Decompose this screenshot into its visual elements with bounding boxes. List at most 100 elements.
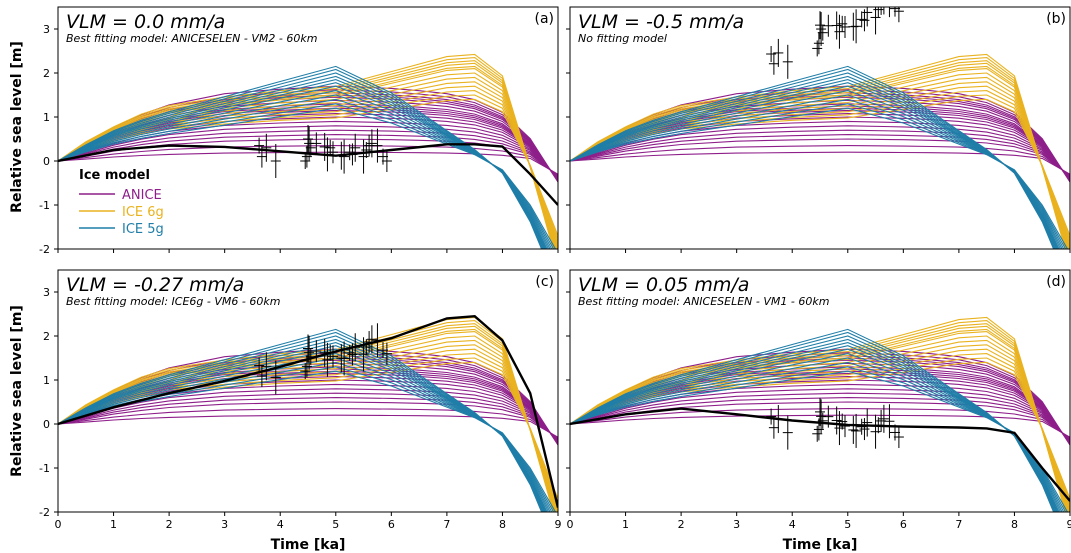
panel-a-frame [57, 6, 559, 250]
model-curve-ice6g-11 [58, 57, 555, 249]
observation-point [848, 415, 859, 444]
observation-point [856, 11, 867, 28]
observation-point [768, 416, 779, 439]
observation-point [311, 340, 322, 363]
panel-c-label: (c) [535, 274, 554, 290]
model-curve-anice-2 [58, 401, 558, 440]
panel-d-subtitle: Best fitting model: ANICESELEN - VM1 - 6… [578, 295, 829, 308]
observation-point [893, 7, 904, 23]
model-curve-anice-4 [58, 392, 558, 441]
panel-a-subtitle: Best fitting model: ANICESELEN - VM2 - 6… [66, 32, 317, 45]
model-curve-anice-3 [570, 397, 1070, 440]
observation-point [859, 9, 870, 32]
panel-a-axes: -2 -1 0 1 2 3 [39, 23, 559, 256]
model-curve-anice-3 [58, 134, 558, 177]
model-curve-ice6g-11 [570, 320, 1067, 512]
observation-point [837, 413, 848, 430]
model-curve-anice-1 [58, 408, 558, 439]
y-tick-label: 2 [43, 330, 50, 343]
observation-point [893, 426, 904, 449]
observation-point [339, 341, 350, 376]
model-curve-ice5g-11 [58, 65, 543, 249]
observation-point [361, 142, 372, 158]
model-curve-anice-0 [58, 414, 558, 438]
model-curve-anice-12 [570, 103, 1070, 181]
model-curve-anice-0 [570, 151, 1070, 175]
observation-point [372, 128, 383, 163]
observation-point [884, 404, 895, 439]
observation-point [782, 44, 793, 79]
model-curve-anice-13 [58, 99, 558, 181]
model-curve-anice-5 [570, 388, 1070, 441]
panel-b-model-curves [570, 53, 1070, 249]
model-curve-anice-4 [58, 129, 558, 178]
panel-a-best-fit [58, 143, 558, 206]
observation-point [851, 413, 862, 448]
x-tick-label: 7 [443, 518, 450, 531]
legend-title: Ice model [79, 168, 150, 183]
observation-point [300, 153, 311, 169]
model-curve-anice-13 [58, 362, 558, 444]
panel-d-best-fit [570, 407, 1070, 502]
observation-point [256, 365, 267, 388]
observation-point [319, 132, 330, 161]
observation-point [358, 139, 369, 174]
x-tick-label: 3 [221, 518, 228, 531]
model-curve-ice6g-10 [58, 60, 555, 249]
observation-point [303, 125, 313, 153]
panel-c: 0 1 2 3 4 5 6 7 8 9 -2 -1 0 1 2 3 VLM = -0.27 mm/a Best… [39, 269, 562, 531]
y-axis-label-top: Relative sea level [m] [9, 41, 25, 213]
panel-a-model-curves [58, 53, 558, 249]
observation-point [311, 132, 322, 155]
y-tick-label: 0 [43, 418, 50, 431]
observation-point [261, 133, 272, 162]
panel-b-vlm-label: VLM = -0.5 mm/a [578, 11, 744, 33]
observation-point [856, 418, 867, 435]
model-curve-anice-1 [570, 408, 1070, 439]
panel-a-observations [254, 125, 392, 178]
observation-point [325, 139, 336, 156]
observation-point [831, 11, 842, 40]
model-curve-anice-5 [58, 125, 558, 178]
x-tick-label: 1 [622, 518, 629, 531]
observation-point [328, 141, 338, 164]
observation-point [859, 418, 870, 441]
model-curve-anice-2 [570, 138, 1070, 177]
observation-point [270, 144, 281, 178]
best-fit-curve [58, 314, 558, 508]
x-tick-label: 8 [1011, 518, 1018, 531]
x-axis-label-right: Time [ka] [783, 537, 858, 553]
observation-point [834, 14, 845, 49]
panel-c-model-curves [58, 316, 558, 512]
y-tick-label: -1 [39, 199, 50, 212]
panel-b-axes [566, 28, 1071, 253]
x-tick-label: 2 [166, 518, 173, 531]
x-tick-label: 5 [332, 518, 339, 531]
best-fit-curve [58, 143, 558, 206]
model-curve-ice6g-2 [58, 353, 558, 505]
panel-c-vlm-label: VLM = -0.27 mm/a [66, 274, 244, 296]
x-tick-label: 8 [499, 518, 506, 531]
x-tick-label: 4 [277, 518, 284, 531]
observation-point [880, 7, 882, 15]
panel-c-frame [57, 269, 559, 513]
model-curve-ice6g-10 [570, 60, 1067, 249]
observation-point [837, 15, 848, 32]
model-curve-anice-12 [58, 366, 558, 444]
y-tick-label: 2 [43, 67, 50, 80]
x-axis-label-left: Time [ka] [271, 537, 346, 553]
legend-label-ice6g: ICE 6g [122, 205, 164, 220]
y-tick-label: -1 [39, 462, 50, 475]
x-tick-label: 5 [844, 518, 851, 531]
panel-d-frame [569, 269, 1071, 513]
observation-point [813, 32, 824, 55]
panel-d: 0 1 2 3 4 5 6 7 8 9 VLM = 0.05 mm/a Best fitting … [566, 269, 1071, 531]
observation-point [816, 12, 827, 47]
model-curve-anice-3 [570, 134, 1070, 177]
panel-c-best-fit [58, 314, 558, 508]
observation-point [862, 7, 873, 27]
panel-b-label: (b) [1046, 11, 1066, 27]
x-tick-label: 4 [789, 518, 796, 531]
y-tick-label: -2 [39, 243, 50, 256]
observation-point [876, 409, 887, 432]
